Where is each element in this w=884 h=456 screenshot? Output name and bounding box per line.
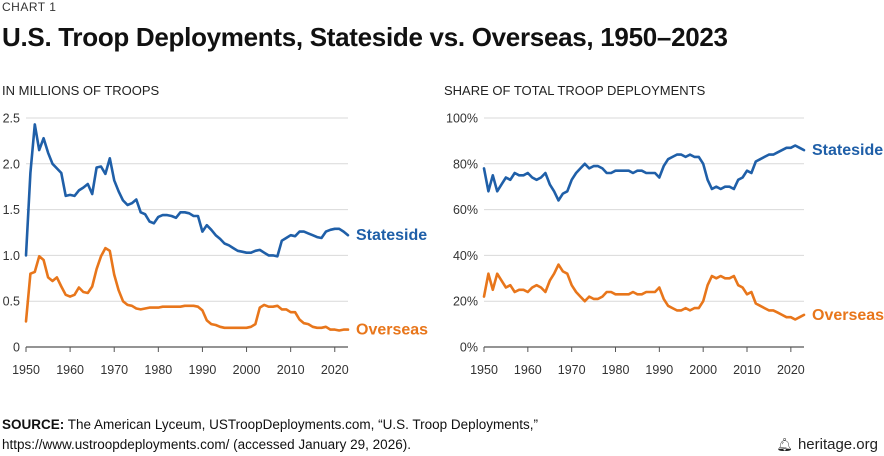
y-tick-label: 2.0 (3, 157, 20, 171)
chart-panel-2: SHARE OF TOTAL TROOP DEPLOYMENTS 0% 20% 40%… (444, 83, 884, 377)
y-tick-label: 40% (453, 249, 478, 263)
chart-number-label: CHART 1 (2, 0, 57, 14)
y-tick-label: 1.0 (3, 249, 20, 263)
x-tick-label: 1980 (602, 363, 630, 377)
series-line-stateside (24, 123, 350, 258)
y-tick-label: 1.5 (3, 203, 20, 217)
y-tick-label: 100% (446, 112, 478, 126)
series-label-stateside: Stateside (356, 227, 427, 244)
source-text: The American Lyceum, USTroopDeployments.… (2, 417, 538, 452)
x-tick-label: 2000 (689, 363, 717, 377)
x-tick-label: 1960 (514, 363, 542, 377)
y-tick-label: 0 (13, 341, 20, 355)
series-line-overseas (482, 263, 806, 321)
x-tick-label: 1950 (470, 363, 498, 377)
x-tick-label: 1970 (558, 363, 586, 377)
chart-subtitle: SHARE OF TOTAL TROOP DEPLOYMENTS (444, 83, 706, 98)
chart-panel-1: IN MILLIONS OF TROOPS 0 0.5 1.0 1.5 2.0 2.5 195… (2, 83, 428, 377)
source-label: SOURCE: (2, 417, 65, 432)
series-label-overseas: Overseas (812, 307, 884, 324)
x-tick-label: 1990 (645, 363, 673, 377)
y-tick-label: 60% (453, 203, 478, 217)
series-line-stateside (482, 144, 806, 202)
x-tick-label: 2010 (733, 363, 761, 377)
y-tick-label: 80% (453, 157, 478, 171)
x-tick-label: 1950 (12, 363, 40, 377)
brand[interactable]: 🔔︎ heritage.org (776, 436, 878, 453)
x-tick-label: 2020 (321, 363, 349, 377)
x-tick-label: 2020 (777, 363, 805, 377)
y-tick-label: 2.5 (3, 112, 20, 126)
chart-subtitle: IN MILLIONS OF TROOPS (2, 83, 160, 98)
x-tick-label: 1990 (189, 363, 217, 377)
x-tick-label: 1980 (144, 363, 172, 377)
x-tick-label: 2010 (277, 363, 305, 377)
y-tick-label: 0% (460, 341, 478, 355)
y-tick-label: 0.5 (3, 295, 20, 309)
x-tick-label: 1960 (56, 363, 84, 377)
liberty-bell-icon: 🔔︎ (776, 437, 793, 452)
y-tick-label: 20% (453, 295, 478, 309)
x-tick-label: 2000 (233, 363, 261, 377)
series-line-overseas (24, 246, 350, 332)
source-note: SOURCE: The American Lyceum, USTroopDepl… (2, 415, 602, 455)
series-label-overseas: Overseas (356, 322, 428, 339)
brand-text: heritage.org (797, 436, 878, 453)
page-title: U.S. Troop Deployments, Stateside vs. Ov… (2, 22, 728, 52)
x-tick-label: 1970 (100, 363, 128, 377)
series-label-stateside: Stateside (812, 142, 883, 159)
